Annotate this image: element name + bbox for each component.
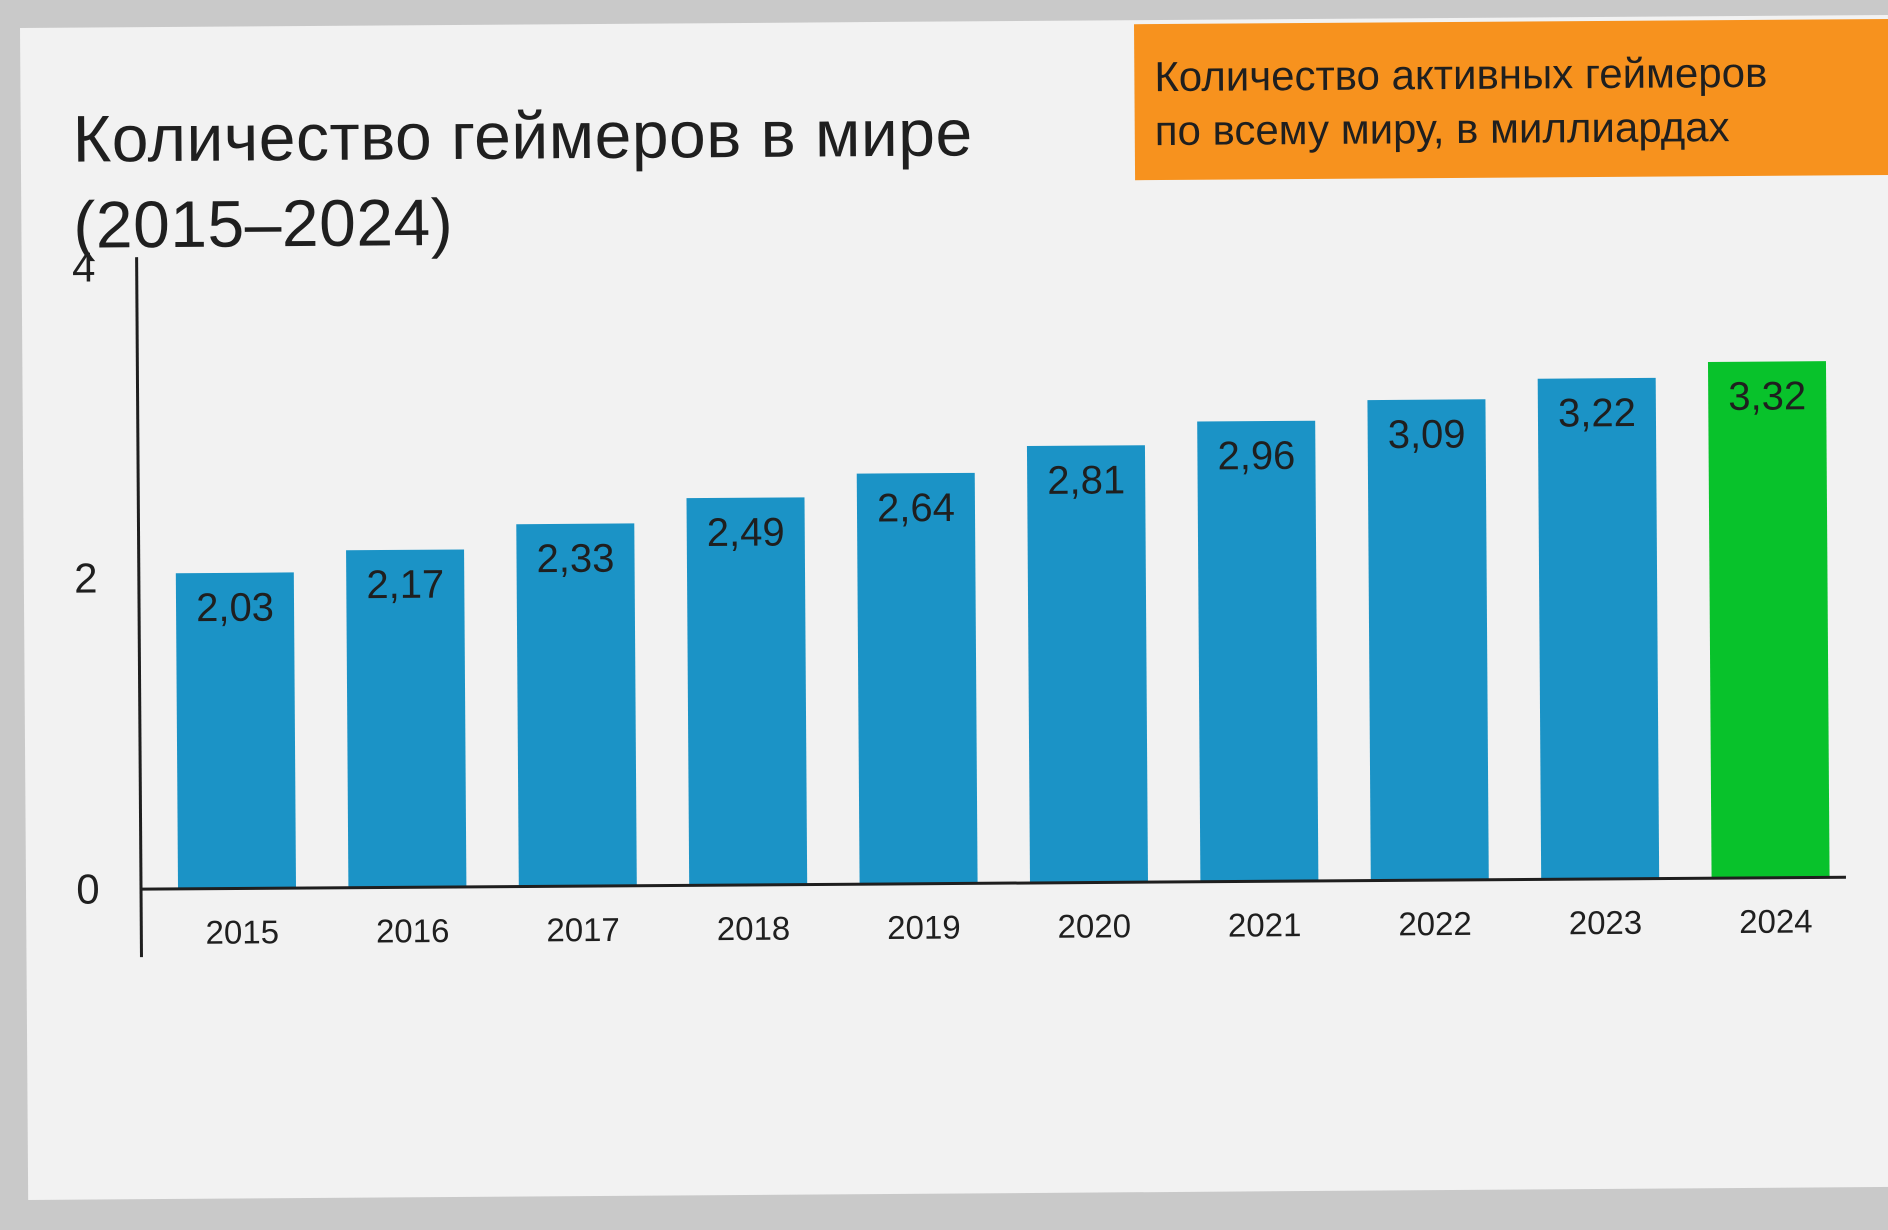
bar — [1367, 399, 1489, 881]
bar-value-label: 2,33 — [536, 537, 614, 582]
bar — [175, 572, 297, 889]
bar-value-label: 2,49 — [707, 510, 785, 555]
chart-card: Количество геймеров в мире (2015–2024) К… — [20, 14, 1888, 1200]
x-tick-label: 2019 — [887, 908, 961, 946]
x-tick-label: 2023 — [1569, 904, 1643, 942]
bar — [1707, 361, 1830, 879]
bar — [1197, 420, 1319, 882]
x-tick-label: 2016 — [376, 912, 450, 950]
bar-value-label: 3,22 — [1558, 391, 1636, 436]
bar — [346, 549, 467, 888]
bar-value-label: 3,09 — [1388, 412, 1466, 457]
y-tick-label: 4 — [72, 243, 96, 290]
bar — [686, 497, 808, 886]
bar — [1537, 377, 1660, 880]
bar-value-label: 3,32 — [1728, 374, 1806, 419]
bar-value-label: 2,03 — [196, 586, 274, 631]
x-tick-label: 2018 — [717, 910, 791, 948]
bar — [856, 472, 978, 885]
bar — [1026, 445, 1148, 883]
bar-value-label: 2,81 — [1047, 458, 1125, 503]
y-tick-label: 0 — [76, 865, 100, 912]
x-tick-label: 2022 — [1398, 905, 1472, 943]
x-axis-line — [141, 875, 1846, 891]
x-tick-label: 2020 — [1057, 907, 1131, 945]
x-tick-label: 2015 — [205, 913, 279, 951]
bar-value-label: 2,64 — [877, 486, 955, 531]
bar — [516, 523, 637, 887]
x-tick-label: 2021 — [1228, 906, 1302, 944]
bar-value-label: 2,96 — [1217, 434, 1295, 479]
bar-chart: 2,03 2015 2,17 2016 2,33 2017 2,49 2018 2,64 2019… — [72, 243, 1846, 958]
y-tick-label: 2 — [74, 554, 98, 601]
bar-value-label: 2,17 — [366, 563, 444, 608]
x-tick-label: 2024 — [1739, 903, 1813, 941]
x-tick-label: 2017 — [546, 911, 620, 949]
y-axis-line — [135, 257, 143, 958]
